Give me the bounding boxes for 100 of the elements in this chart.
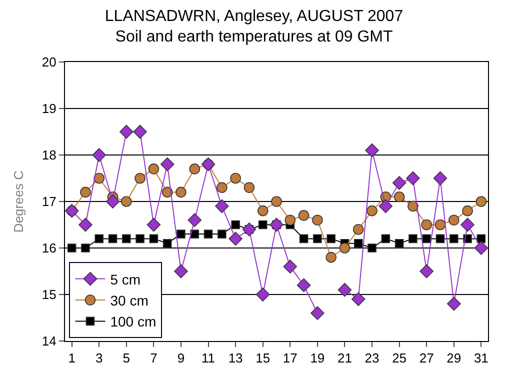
- x-tick-label: 29: [446, 350, 462, 366]
- point: [162, 186, 173, 198]
- point: [176, 186, 186, 198]
- point: [271, 196, 282, 207]
- point: [94, 172, 105, 184]
- point: [92, 148, 106, 162]
- y-tick-label: 14: [42, 334, 56, 349]
- x-tick-label: 23: [364, 350, 380, 366]
- point: [436, 234, 445, 244]
- point: [351, 292, 366, 306]
- point: [216, 182, 228, 193]
- point: [121, 196, 132, 207]
- x-tick-label: 19: [310, 350, 325, 366]
- point: [449, 234, 458, 244]
- y-tick-label: 17: [42, 194, 56, 210]
- point: [244, 182, 255, 193]
- point: [421, 219, 432, 230]
- point: [352, 224, 364, 235]
- point: [215, 199, 229, 214]
- point: [310, 306, 324, 320]
- point: [283, 260, 298, 274]
- point: [242, 222, 256, 236]
- point: [230, 172, 241, 184]
- chart-title: LLANSADWRN, Anglesey, AUGUST 2007: [104, 8, 404, 25]
- y-axis-title: Degrees C: [10, 170, 26, 233]
- point: [394, 191, 405, 202]
- point: [176, 230, 186, 238]
- point: [434, 219, 446, 230]
- point: [67, 244, 76, 252]
- point: [408, 200, 418, 212]
- point: [433, 171, 448, 186]
- point: [256, 288, 270, 302]
- point: [149, 234, 158, 244]
- point: [354, 238, 363, 248]
- point: [120, 124, 134, 139]
- x-tick-label: 3: [95, 350, 103, 366]
- point: [392, 176, 406, 190]
- point: [231, 220, 240, 230]
- point: [257, 205, 268, 216]
- point: [312, 214, 323, 226]
- point: [296, 278, 311, 292]
- x-tick-label: 11: [202, 350, 216, 366]
- point: [326, 234, 336, 244]
- point: [188, 213, 202, 227]
- point: [339, 242, 350, 254]
- point: [338, 282, 352, 297]
- chart-subtitle: Soil and earth temperatures at 09 GMT: [115, 28, 393, 46]
- point: [94, 234, 104, 244]
- point: [78, 218, 92, 232]
- point: [133, 124, 147, 139]
- x-tick-label: 27: [419, 350, 434, 366]
- x-tick-label: 25: [392, 350, 407, 366]
- legend-label: 5 cm: [110, 271, 141, 288]
- y-tick-label: 20: [42, 54, 56, 70]
- point: [228, 232, 242, 246]
- point: [394, 238, 404, 248]
- x-tick-label: 21: [337, 350, 352, 366]
- x-tick-label: 31: [474, 350, 488, 366]
- point: [108, 234, 118, 244]
- point: [189, 164, 200, 174]
- y-tick-label: 19: [42, 101, 56, 116]
- point: [174, 264, 188, 278]
- point: [462, 205, 473, 216]
- legend-label: 100 cm: [110, 314, 156, 330]
- point: [476, 196, 487, 207]
- point: [299, 234, 308, 244]
- point: [148, 164, 160, 174]
- point: [366, 205, 378, 216]
- point: [408, 234, 418, 244]
- point: [326, 252, 336, 263]
- point: [258, 220, 268, 230]
- point: [106, 194, 120, 208]
- point: [378, 199, 393, 214]
- x-tick-label: 7: [150, 350, 158, 366]
- point: [218, 230, 226, 238]
- y-tick-label: 18: [42, 148, 56, 163]
- point: [190, 230, 200, 238]
- point: [122, 234, 131, 244]
- point: [448, 214, 460, 226]
- point: [134, 172, 146, 184]
- x-tick-label: 15: [256, 350, 270, 366]
- y-tick-label: 16: [42, 240, 56, 256]
- point: [365, 143, 379, 158]
- point: [298, 210, 310, 221]
- y-tick-label: 15: [42, 287, 56, 302]
- point: [284, 214, 296, 226]
- point: [162, 238, 172, 248]
- point: [460, 218, 474, 232]
- point: [80, 186, 91, 198]
- point: [204, 230, 213, 238]
- point: [313, 234, 322, 244]
- x-tick-label: 17: [282, 350, 298, 366]
- point: [160, 157, 174, 172]
- point: [381, 234, 390, 244]
- point: [446, 296, 461, 311]
- point: [420, 264, 434, 278]
- point: [136, 234, 144, 244]
- point: [406, 171, 420, 186]
- x-tick-label: 5: [122, 350, 130, 366]
- point: [146, 218, 161, 232]
